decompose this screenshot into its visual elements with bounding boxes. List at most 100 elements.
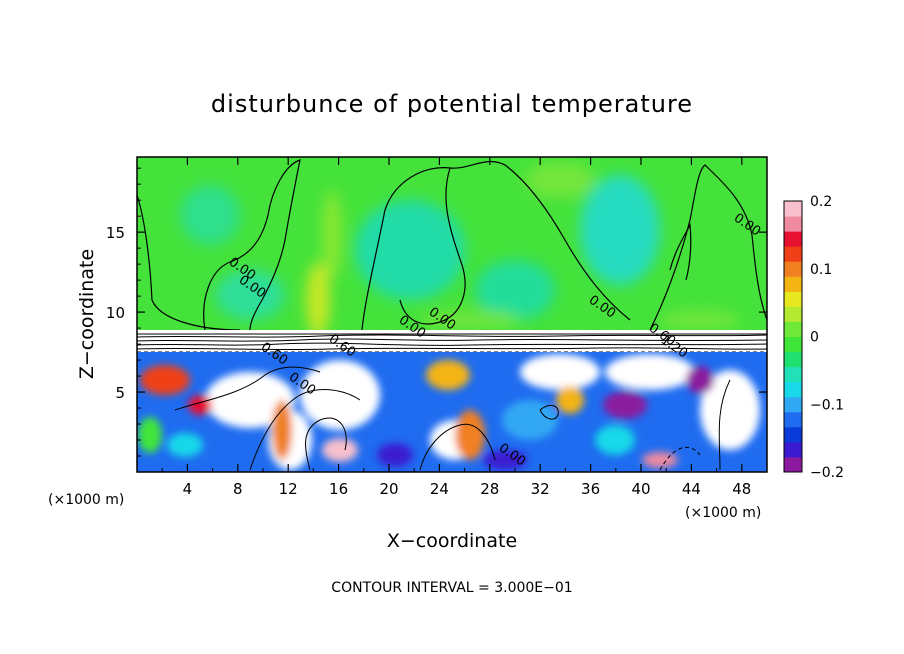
colorbar-frame — [783, 200, 803, 473]
lower-blob-cyan — [595, 425, 635, 455]
transition-contours — [137, 333, 767, 353]
upper-field — [137, 157, 767, 335]
y-tick-labels: 5 10 15 — [106, 224, 125, 402]
x-axis-label: X−coordinate — [387, 530, 517, 552]
upper-blob-lime — [306, 262, 330, 335]
colorbar-segment — [784, 396, 802, 413]
colorbar-tick-label: −0.2 — [810, 465, 844, 481]
upper-blob-cyan — [355, 200, 465, 300]
upper-blob-cyan — [180, 185, 240, 245]
colorbar-segment — [784, 336, 802, 353]
lower-blob-purple — [377, 443, 413, 467]
colorbar-segment — [784, 351, 802, 368]
x-axis: 4 8 12 16 20 24 28 32 36 40 44 48 (×1000 m) (×1000 … — [48, 480, 761, 552]
x-tick-label: 36 — [581, 480, 600, 498]
colorbar-tick-label: 0 — [810, 330, 819, 346]
contour-line — [137, 342, 767, 346]
lower-contours — [174, 366, 731, 471]
lower-blob-white — [205, 372, 295, 428]
lower-blob-red — [140, 365, 190, 395]
contour-line — [361, 160, 631, 331]
y-axis-label: Z−coordinate — [76, 249, 98, 379]
lower-blob-orange — [455, 410, 485, 460]
contour-line — [203, 159, 301, 331]
colorbar-segment — [784, 201, 802, 217]
contour-line — [718, 379, 731, 471]
contour-line — [649, 164, 767, 331]
transition-band — [137, 330, 767, 354]
lower-blob-pink — [642, 452, 678, 468]
lower-blob-purple — [603, 391, 647, 419]
upper-blob-cyan — [580, 175, 660, 285]
x-tick-label: 4 — [183, 480, 193, 498]
upper-blob-cyan — [475, 260, 555, 320]
axis-ticks — [137, 157, 767, 472]
colorbar-segment — [784, 366, 802, 383]
contour-line — [669, 222, 692, 281]
colorbar-segment — [784, 411, 802, 428]
lower-blob-orange — [426, 360, 470, 390]
lower-blob-white — [700, 370, 760, 450]
colorbar-segment — [784, 276, 802, 292]
x-tick-label: 44 — [682, 480, 701, 498]
plot-frame — [136, 156, 768, 473]
x-tick-label: 48 — [732, 480, 751, 498]
colorbar-segment — [784, 441, 802, 458]
lower-blob-white — [520, 354, 600, 390]
x-unit-left: (×1000 m) — [48, 492, 124, 508]
colorbar-tick-label: −0.1 — [810, 397, 844, 413]
lower-blob-cyan — [167, 433, 203, 457]
plot-area: 0.000.000.000.000.000.000.600.60 1.200.60… — [136, 156, 768, 473]
contour-line — [174, 366, 321, 411]
contour-line — [137, 338, 767, 342]
x-tick-labels: 4 8 12 16 20 24 28 32 36 40 44 48 — [183, 480, 752, 498]
colorbar-segment — [784, 456, 802, 473]
colorbar-segment — [784, 216, 802, 232]
contour-line — [137, 334, 767, 338]
colorbar: 0.2 0.1 0 −0.1 −0.2 — [783, 194, 844, 481]
contour-line — [249, 389, 361, 471]
x-tick-label: 28 — [480, 480, 499, 498]
y-tick-label: 10 — [106, 304, 125, 322]
colorbar-tick-label: 0.2 — [810, 194, 832, 210]
x-tick-label: 8 — [233, 480, 243, 498]
lower-blob-white — [605, 354, 695, 390]
x-tick-label: 24 — [430, 480, 449, 498]
lower-blob-orange — [272, 400, 292, 460]
x-tick-label: 16 — [329, 480, 348, 498]
contour-line — [137, 347, 767, 351]
contour-line — [305, 417, 347, 471]
lower-blob-red — [188, 395, 212, 415]
contour-line — [539, 404, 559, 420]
lower-blob-purple — [686, 366, 714, 394]
x-tick-label: 12 — [279, 480, 298, 498]
y-tick-label: 15 — [106, 224, 125, 242]
upper-blob-cyan — [215, 270, 285, 320]
y-tick-label: 5 — [115, 384, 125, 402]
colorbar-segment — [784, 426, 802, 443]
contour-line — [419, 423, 496, 471]
colorbar-segment — [784, 306, 802, 322]
upper-blob-lime — [525, 162, 595, 198]
upper-blob-lime — [322, 190, 342, 280]
lower-blob-pink — [322, 438, 358, 462]
x-tick-label: 40 — [631, 480, 650, 498]
upper-contours — [137, 159, 767, 331]
contour-line — [399, 167, 466, 325]
colorbar-segment — [784, 246, 802, 262]
lower-blob-orange — [556, 386, 584, 414]
chart-title: disturbunce of potential temperature — [211, 90, 693, 118]
x-tick-label: 32 — [531, 480, 550, 498]
x-unit-right: (×1000 m) — [685, 505, 761, 521]
colorbar-segment — [784, 231, 802, 247]
upper-blob-lime — [660, 310, 740, 330]
y-axis: 5 10 15 Z−coordinate — [76, 224, 125, 402]
contour-line — [659, 446, 701, 471]
lower-blob-cyan — [502, 400, 558, 440]
colorbar-segment — [784, 381, 802, 398]
colorbar-segment — [784, 261, 802, 277]
lower-field — [137, 352, 767, 472]
lower-blob-green — [138, 417, 162, 453]
colorbar-tick-label: 0.1 — [810, 262, 832, 278]
